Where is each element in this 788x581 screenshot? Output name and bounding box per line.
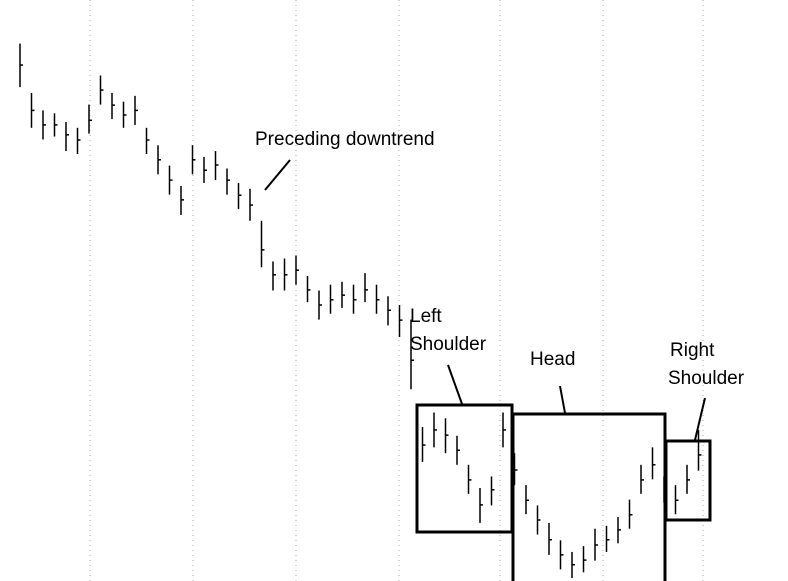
annotation: Shoulder: [410, 334, 487, 355]
grid: [89, 0, 704, 581]
price-bars: [19, 43, 702, 579]
annotation: Shoulder: [668, 368, 745, 389]
annotation: Head: [530, 349, 575, 370]
leader-line: [559, 385, 566, 414]
right-shoulder-box: [664, 439, 712, 522]
annotation: Left: [410, 306, 442, 327]
leader-line: [264, 159, 291, 191]
leader-line: [447, 364, 463, 405]
annotation: Preceding downtrend: [255, 129, 435, 150]
leader-line: [694, 397, 706, 441]
annotation: Right: [670, 340, 715, 361]
head-box: [511, 412, 667, 581]
left-shoulder-box: [415, 403, 514, 534]
